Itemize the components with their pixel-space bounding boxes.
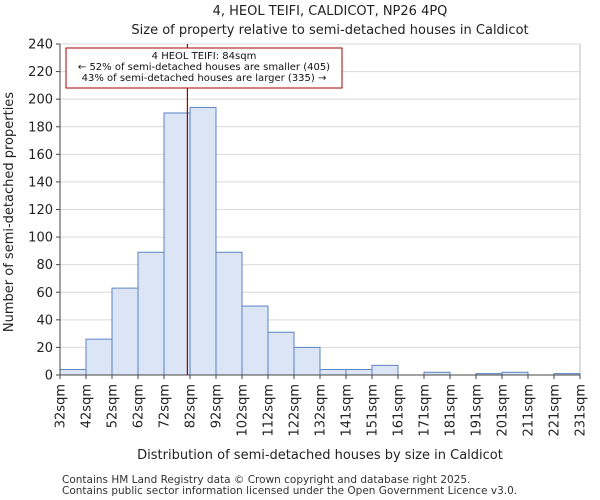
y-tick-label: 200 [28, 93, 53, 108]
bar [59, 368, 87, 376]
x-tick-label: 171sqm [418, 384, 433, 437]
x-tick-label: 112sqm [262, 384, 277, 437]
bar [293, 346, 321, 376]
x-tick-label: 32sqm [54, 384, 69, 428]
bar [319, 368, 347, 376]
x-tick-label: 141sqm [340, 384, 355, 437]
x-tick-label: 211sqm [522, 384, 537, 437]
x-tick-label: 191sqm [470, 384, 485, 437]
y-tick-label: 40 [36, 313, 53, 328]
bar [215, 251, 243, 376]
annotation-line: 4 HEOL TEIFI: 84sqm [152, 51, 257, 62]
y-tick-label: 0 [45, 369, 53, 384]
x-tick-label: 42sqm [80, 384, 95, 428]
y-tick-label: 100 [28, 231, 53, 246]
y-tick-label: 140 [28, 175, 53, 190]
footer-copyright: Contains HM Land Registry data © Crown c… [62, 474, 470, 486]
bar [111, 287, 139, 376]
bar [189, 106, 217, 376]
y-tick-label: 160 [28, 148, 53, 163]
x-tick-label: 161sqm [392, 384, 407, 437]
bar [241, 305, 269, 376]
x-tick-label: 231sqm [574, 384, 589, 437]
plot-area: 0 20 40 60 80 100 120 140 160 180 200 220 240 32sqm 42… [28, 38, 588, 437]
y-tick-label: 80 [36, 258, 53, 273]
annotation-line: ← 52% of semi-detached houses are smalle… [78, 62, 330, 73]
x-tick-label: 102sqm [236, 384, 251, 437]
bar [267, 331, 295, 376]
x-tick-label: 151sqm [366, 384, 381, 437]
y-tick-label: 220 [28, 65, 53, 80]
x-tick-label: 221sqm [548, 384, 563, 437]
y-tick-label: 240 [28, 38, 53, 53]
y-axis-label: Number of semi-detached properties [2, 92, 17, 332]
x-tick-label: 132sqm [314, 384, 329, 437]
bar [163, 112, 191, 376]
bar [371, 364, 399, 376]
x-tick-label: 52sqm [106, 384, 121, 428]
y-tick-label: 60 [36, 286, 53, 301]
x-tick-label: 82sqm [184, 384, 199, 428]
chart-title: 4, HEOL TEIFI, CALDICOT, NP26 4PQ [213, 4, 448, 19]
x-tick-label: 122sqm [288, 384, 303, 437]
annotation-box [65, 47, 343, 89]
y-tick-label: 180 [28, 120, 53, 135]
annotation-line: 43% of semi-detached houses are larger (… [82, 73, 327, 84]
footer-licence: Contains public sector information licen… [62, 485, 517, 497]
x-tick-label: 181sqm [444, 384, 459, 437]
x-axis-label: Distribution of semi-detached houses by … [137, 448, 503, 463]
x-tick-label: 62sqm [132, 384, 147, 428]
y-tick-label: 120 [28, 203, 53, 218]
bar [345, 368, 373, 376]
x-tick-label: 72sqm [158, 384, 173, 428]
x-tick-label: 201sqm [496, 384, 511, 437]
bar [137, 251, 165, 376]
bar [85, 338, 113, 376]
y-tick-label: 20 [36, 341, 53, 356]
chart-subtitle: Size of property relative to semi-detach… [131, 23, 528, 38]
x-tick-label: 92sqm [210, 384, 225, 428]
